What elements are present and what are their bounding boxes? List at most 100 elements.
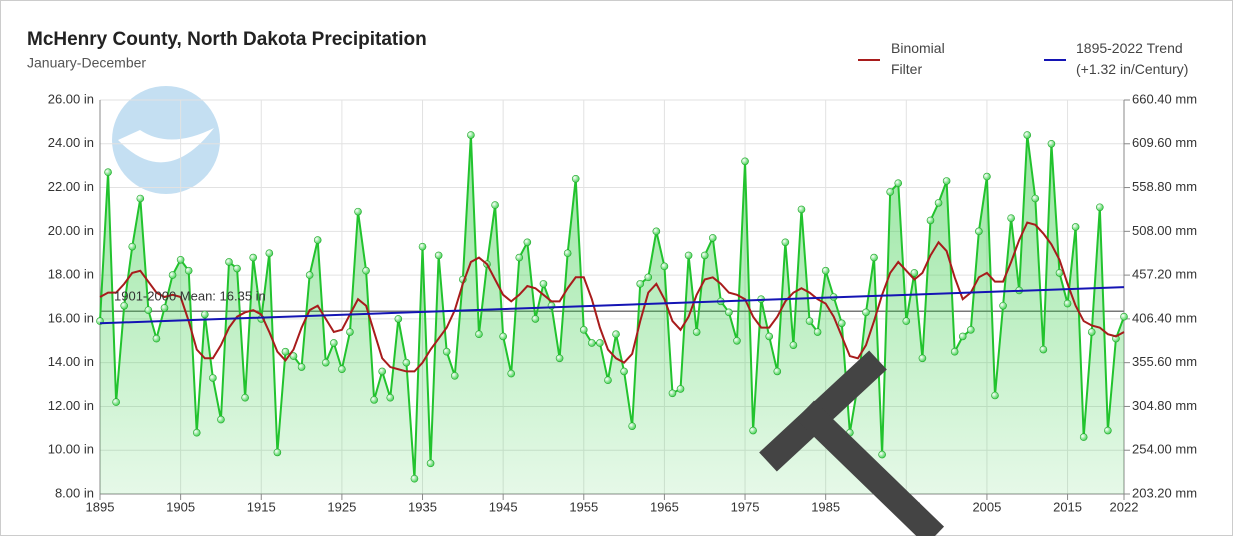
data-point: [555, 354, 564, 363]
y2-tick-label: 406.40 mm: [1132, 310, 1197, 325]
y-tick-label: 20.00 in: [48, 223, 94, 238]
data-point: [370, 396, 378, 404]
data-point: [708, 234, 717, 242]
data-point: [870, 253, 878, 262]
data-point: [967, 326, 975, 334]
data-point: [394, 315, 403, 323]
data-point: [652, 227, 661, 236]
data-point: [168, 271, 177, 279]
x-tick-label: 1925: [327, 499, 356, 514]
data-point: [289, 352, 298, 360]
data-point: [894, 179, 903, 187]
data-point: [1063, 299, 1072, 308]
data-point: [233, 264, 241, 273]
y2-tick-label: 203.20 mm: [1132, 485, 1197, 500]
data-point: [620, 367, 628, 376]
data-point: [442, 347, 451, 356]
data-point: [797, 205, 806, 214]
data-point: [805, 317, 814, 325]
data-point: [410, 474, 419, 483]
data-point: [612, 330, 620, 339]
y2-tick-label: 304.80 mm: [1132, 398, 1197, 413]
x-tick-label: 1955: [569, 499, 598, 514]
x-tick-label: 1965: [650, 499, 679, 514]
x-tick-label: 1935: [408, 499, 437, 514]
data-point: [1087, 328, 1096, 336]
data-point: [862, 308, 870, 317]
data-point: [563, 249, 572, 258]
data-point: [217, 415, 225, 424]
y2-tick-label: 609.60 mm: [1132, 135, 1197, 150]
data-point: [821, 266, 830, 275]
y2-tick-label: 254.00 mm: [1132, 442, 1197, 457]
data-point: [475, 330, 483, 339]
data-point: [991, 391, 999, 400]
data-point: [305, 271, 314, 279]
data-point: [700, 251, 709, 260]
data-point: [321, 358, 330, 367]
data-point: [201, 310, 209, 319]
mean-label: 1901-2000 Mean: 16.35 in: [114, 289, 266, 304]
data-point: [120, 301, 128, 310]
data-point: [660, 262, 669, 271]
data-point: [789, 341, 798, 349]
data-point: [910, 269, 919, 277]
data-point: [402, 358, 411, 367]
data-point: [813, 328, 822, 336]
data-point: [176, 255, 185, 264]
data-point: [515, 253, 524, 262]
data-point: [684, 251, 693, 260]
data-point: [467, 131, 475, 139]
data-point: [499, 332, 507, 341]
data-point: [975, 227, 983, 236]
data-point: [1079, 433, 1088, 441]
data-point: [346, 328, 354, 336]
legend-entry: 1895-2022 Trend (+1.32 in/Century): [1076, 40, 1189, 77]
data-point: [1104, 426, 1112, 435]
y-tick-label: 12.00 in: [48, 398, 94, 413]
y-tick-label: 26.00 in: [48, 91, 94, 106]
data-point: [1096, 203, 1104, 212]
data-point: [1023, 131, 1032, 139]
data-point: [209, 374, 217, 382]
data-point: [104, 168, 112, 177]
data-point: [241, 393, 249, 402]
data-point: [418, 242, 427, 251]
data-point: [378, 367, 387, 376]
x-tick-label: 2015: [1053, 499, 1082, 514]
y-tick-label: 14.00 in: [48, 354, 94, 369]
data-point: [886, 188, 894, 196]
data-point: [741, 157, 749, 166]
data-point: [636, 280, 645, 288]
trend-line: [99, 286, 1125, 325]
data-point: [160, 304, 169, 312]
filter-line: [99, 221, 1125, 373]
data-point: [184, 266, 193, 275]
data-point: [225, 258, 233, 266]
data-point: [668, 389, 677, 398]
data-point: [1039, 345, 1048, 354]
data-point: [144, 306, 153, 314]
data-point: [628, 422, 636, 430]
data-point: [273, 448, 282, 457]
data-point: [579, 326, 588, 334]
data-point: [950, 347, 959, 356]
data-point: [491, 201, 499, 209]
y2-tick-label: 508.00 mm: [1132, 223, 1197, 238]
data-point: [362, 266, 370, 275]
data-point: [934, 199, 943, 207]
noaa-logo: [112, 86, 220, 194]
x-tick-label: 1905: [166, 499, 195, 514]
y2-tick-label: 355.60 mm: [1132, 354, 1197, 369]
y-tick-label: 10.00 in: [48, 442, 94, 457]
data-point: [765, 332, 774, 341]
y-tick-label: 18.00 in: [48, 267, 94, 282]
data-point: [1047, 139, 1056, 148]
data-point: [249, 253, 257, 262]
x-tick-label: 1945: [489, 499, 518, 514]
data-point: [354, 207, 362, 216]
y-tick-label: 22.00 in: [48, 179, 94, 194]
data-point: [434, 251, 443, 260]
data-point: [958, 332, 967, 341]
